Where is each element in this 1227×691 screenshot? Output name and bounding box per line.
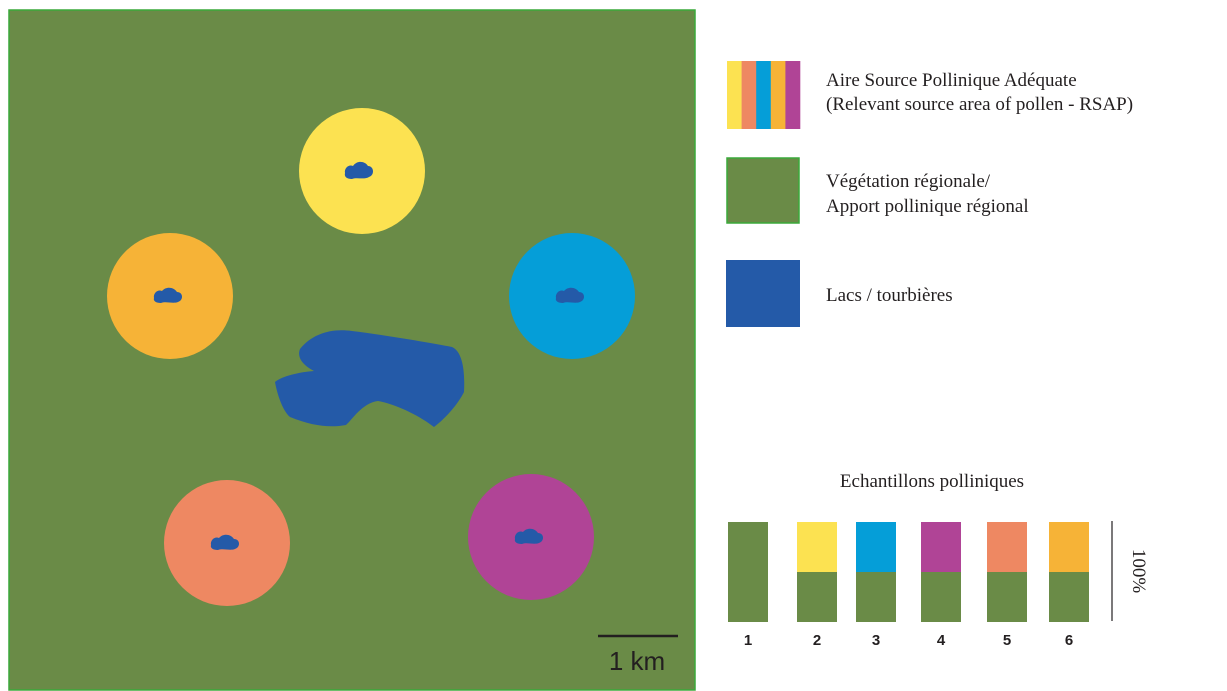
sample-bar-5-regional — [987, 572, 1027, 622]
rsap-legend-label-line1: Aire Source Pollinique Adéquate — [826, 70, 1077, 91]
sample-bar-label-1: 1 — [744, 632, 752, 649]
lakes-legend-label: Lacs / tourbières — [826, 285, 953, 306]
sample-bar-5-local — [987, 522, 1027, 572]
sample-bar-3-local — [856, 522, 896, 572]
legend: Aire Source Pollinique Adéquate (Relevan… — [726, 61, 1133, 327]
pollen-samples-chart: Echantillons polliniques 1 2 3 4 5 6 100% — [728, 471, 1149, 649]
rsap-stripe-blue — [756, 61, 772, 129]
site-magenta — [468, 474, 594, 600]
regional-legend-label-line1: Végétation régionale/ — [826, 171, 991, 192]
small-lake-magenta — [514, 528, 544, 544]
small-lake-orange — [153, 287, 183, 303]
scale-bar: 1 km — [598, 634, 678, 676]
site-blue — [509, 233, 635, 359]
sample-bar-4-local — [921, 522, 961, 572]
rsap-stripe-magenta — [785, 61, 801, 129]
sample-bar-label-3: 3 — [872, 632, 880, 649]
rsap-stripe-salmon — [741, 61, 757, 129]
samples-axis-label: 100% — [1128, 549, 1149, 594]
sample-bar-label-5: 5 — [1003, 632, 1011, 649]
rsap-legend-label-line2: (Relevant source area of pollen - RSAP) — [826, 94, 1133, 115]
rsap-stripe-orange — [770, 61, 786, 129]
small-lake-salmon — [210, 534, 240, 550]
samples-title: Echantillons polliniques — [840, 471, 1024, 492]
small-lake-blue — [555, 287, 585, 303]
scale-bar-label: 1 km — [609, 646, 665, 676]
rsap-legend-swatch — [727, 61, 801, 129]
site-salmon — [164, 480, 290, 606]
sample-bars: 1 2 3 4 5 6 — [728, 522, 1089, 649]
sample-bar-3-regional — [856, 572, 896, 622]
sample-bar-label-6: 6 — [1065, 632, 1073, 649]
central-lake — [275, 330, 465, 427]
sample-bar-2-local — [797, 522, 837, 572]
regional-legend-swatch — [726, 157, 800, 224]
sample-bar-label-2: 2 — [813, 632, 821, 649]
sample-bar-label-4: 4 — [937, 632, 946, 649]
sample-bar-6-regional — [1049, 572, 1089, 622]
regional-map: 1 km — [8, 9, 696, 691]
regional-legend-label-line2: Apport pollinique régional — [826, 196, 1029, 217]
sample-bar-2-regional — [797, 572, 837, 622]
sample-bar-1-regional — [728, 522, 768, 622]
sample-bar-6-local — [1049, 522, 1089, 572]
lakes-legend-swatch — [726, 260, 800, 327]
site-yellow — [299, 108, 425, 234]
rsap-stripe-yellow — [727, 61, 742, 129]
sample-bar-4-regional — [921, 572, 961, 622]
small-lake-yellow — [344, 161, 374, 179]
site-orange — [107, 233, 233, 359]
